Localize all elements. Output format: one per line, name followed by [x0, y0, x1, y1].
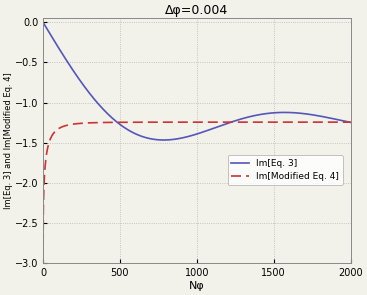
Im[Eq. 3] [48, 32, 52, 35]
Im[Modified Eq. 4] [68, 123, 73, 126]
Title: Δφ=0.004: Δφ=0.004 [165, 4, 228, 17]
Legend: Im[Eq. 3], Im[Modified Eq. 4]: Im[Eq. 3], Im[Modified Eq. 4] [228, 155, 343, 185]
Line: Im[Eq. 3]: Im[Eq. 3] [43, 22, 350, 140]
Im[Eq. 3] [294, 111, 298, 115]
Im[Eq. 3] [161, 138, 166, 142]
Im[Eq. 3] [41, 21, 45, 24]
X-axis label: Nφ: Nφ [189, 281, 205, 291]
Im[Modified Eq. 4] [58, 126, 62, 130]
Im[Modified Eq. 4] [348, 120, 353, 124]
Im[Modified Eq. 4] [294, 120, 298, 124]
Im[Modified Eq. 4] [48, 138, 52, 142]
Im[Modified Eq. 4] [226, 120, 230, 124]
Y-axis label: Im[Eq. 3] and Im[Modified Eq. 4]: Im[Eq. 3] and Im[Modified Eq. 4] [4, 72, 13, 209]
Im[Eq. 3] [226, 122, 230, 125]
Im[Eq. 3] [155, 138, 160, 142]
Line: Im[Modified Eq. 4]: Im[Modified Eq. 4] [43, 122, 350, 260]
Im[Eq. 3] [68, 65, 73, 68]
Im[Modified Eq. 4] [41, 258, 45, 262]
Im[Eq. 3] [58, 48, 62, 51]
Im[Modified Eq. 4] [155, 120, 160, 124]
Im[Eq. 3] [348, 121, 353, 124]
